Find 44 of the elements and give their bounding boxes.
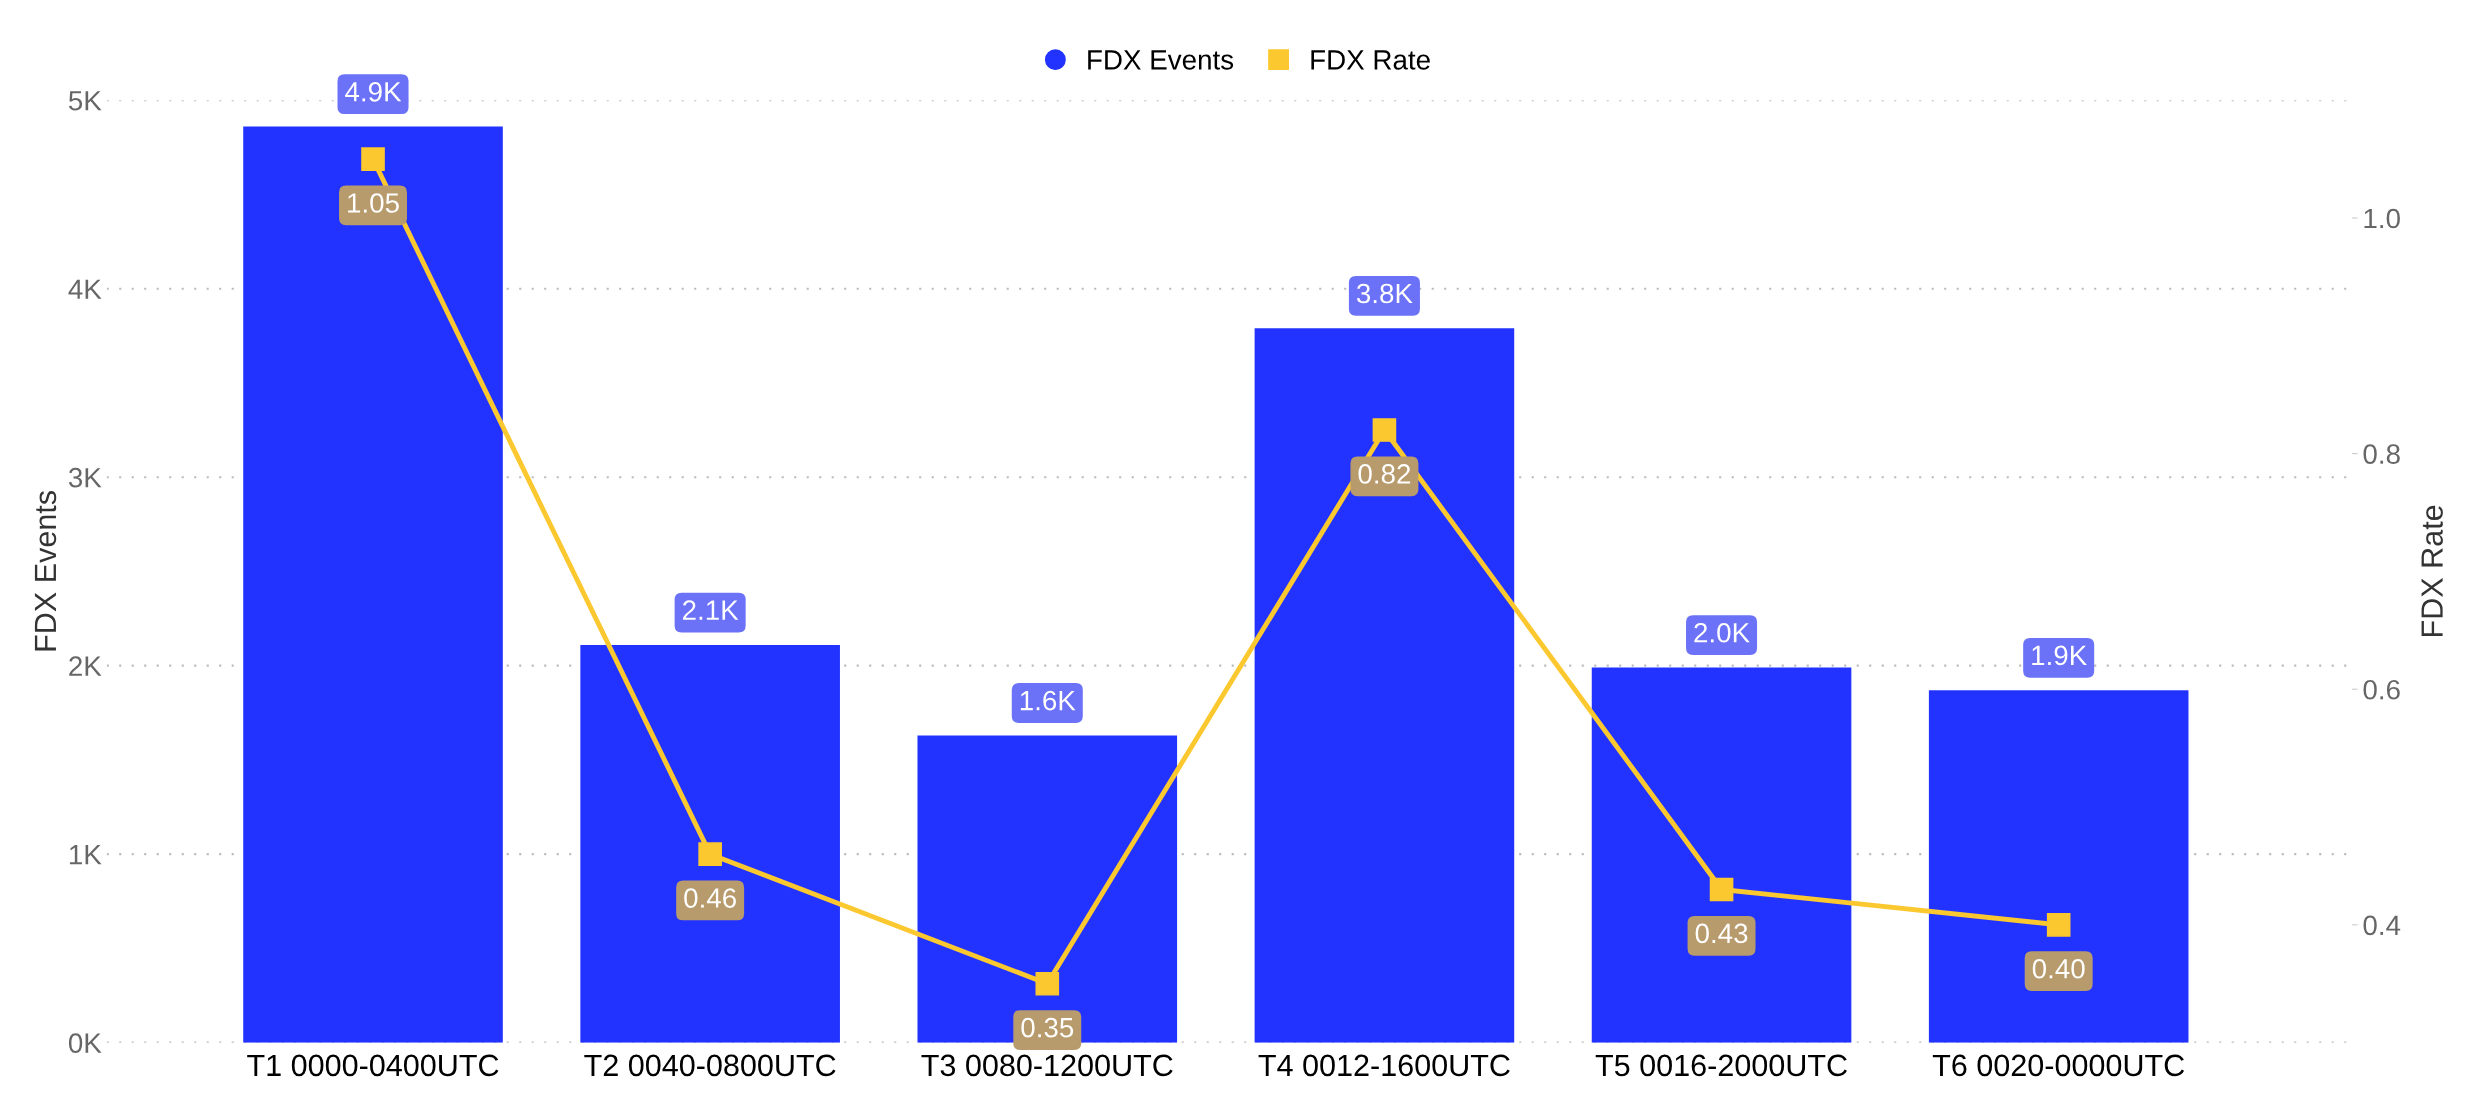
y2-tick-label: 0.4	[2363, 915, 2401, 936]
data-label: 2.1K	[682, 600, 739, 620]
point	[2046, 913, 2071, 937]
data-label: 4.9K	[345, 81, 402, 102]
y-tick-label: 0K	[68, 1033, 102, 1053]
x-tick-label: T5 0016-2000UTC	[1595, 1054, 1847, 1077]
legend-label: FDX Events	[1088, 50, 1234, 70]
bar	[1254, 328, 1515, 1043]
bar	[243, 126, 503, 1043]
data-label: 0.43	[1695, 923, 1748, 944]
bar	[917, 735, 1178, 1043]
data-label: 2.0K	[1694, 622, 1750, 643]
point	[361, 147, 385, 171]
y2-tick-label: 1.0	[2364, 208, 2400, 229]
y-tick-label: 1K	[69, 845, 102, 865]
point	[1372, 418, 1397, 442]
y-tick-label: 2K	[69, 656, 102, 676]
data-label: 0.46	[684, 888, 736, 908]
bar	[1928, 690, 2189, 1043]
point	[1709, 877, 1734, 902]
x-tick-label: T4 0012-1600UTC	[1258, 1054, 1510, 1077]
data-label: 1.6K	[1020, 690, 1076, 711]
x-tick-label: T6 0020-0000UTC	[1932, 1054, 2185, 1077]
y-tick-label: 4K	[68, 279, 102, 299]
data-label: 3.8K	[1356, 283, 1413, 304]
y-tick-label: 5K	[68, 91, 102, 111]
data-label: 0.40	[2032, 958, 2085, 979]
legend-label: FDX Rate	[1311, 50, 1430, 70]
data-label: 1.9K	[2032, 645, 2087, 666]
y-tick-label: 3K	[68, 467, 102, 488]
y-axis-title: FDX Events	[34, 491, 57, 651]
bar	[580, 644, 840, 1043]
y2-tick-label: 0.6	[2363, 679, 2400, 700]
x-tick-label: T3 0080-1200UTC	[921, 1054, 1173, 1077]
data-label: 0.82	[1358, 464, 1411, 484]
x-tick-label: T2 0040-0800UTC	[584, 1054, 836, 1077]
data-label: 1.05	[348, 193, 399, 213]
point	[698, 842, 722, 866]
x-tick-label: T1 0000-0400UTC	[247, 1054, 499, 1077]
data-label: 0.35	[1021, 1017, 1074, 1038]
point	[1035, 971, 1060, 996]
bar	[1591, 667, 1852, 1043]
y2-axis-title: FDX Rate	[2421, 505, 2443, 636]
y2-tick-label: 0.8	[2363, 444, 2400, 464]
